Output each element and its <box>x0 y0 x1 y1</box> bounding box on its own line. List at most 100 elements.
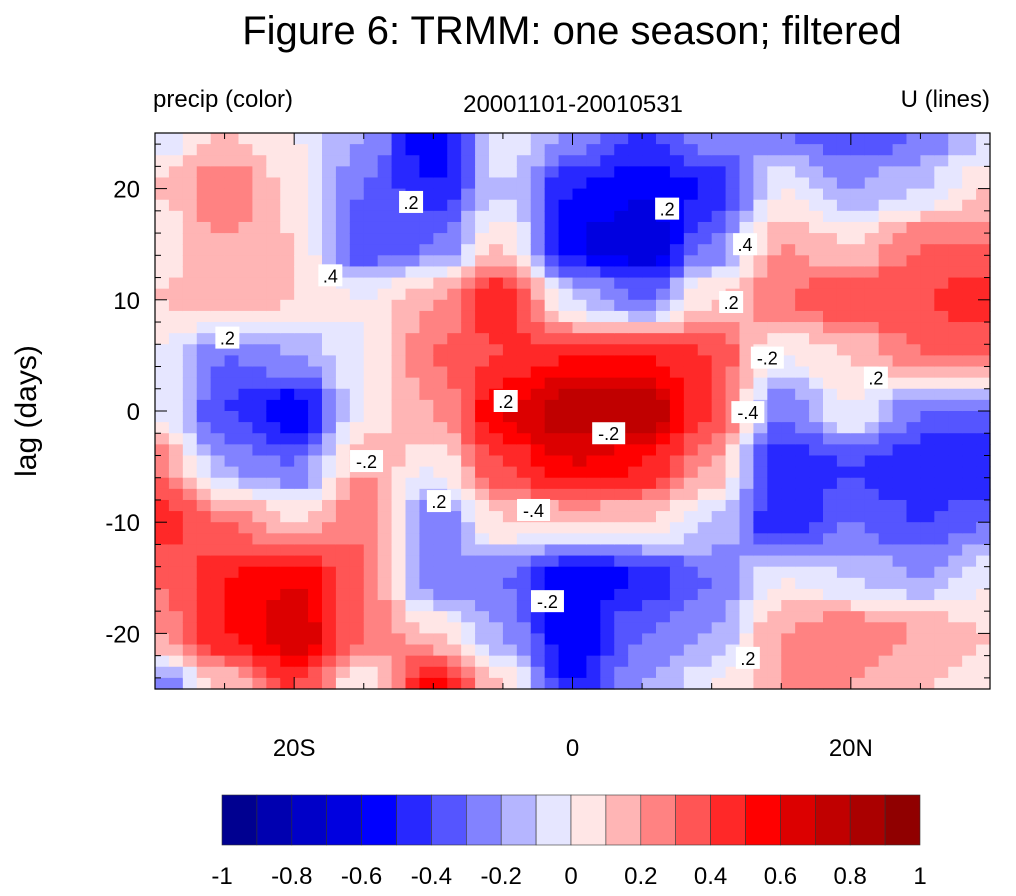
heatmap-cell <box>502 600 518 612</box>
heatmap-cell <box>934 477 949 490</box>
heatmap-cell <box>892 511 908 523</box>
heatmap-cell <box>489 655 504 668</box>
heatmap-cell <box>836 377 852 390</box>
heatmap-cell <box>850 355 866 368</box>
heatmap-cell <box>266 433 281 445</box>
heatmap-cell <box>586 544 601 557</box>
heatmap-cell <box>489 144 504 156</box>
heatmap-cell <box>349 399 365 412</box>
heatmap-cell <box>656 633 671 646</box>
heatmap-cell <box>920 622 935 634</box>
heatmap-cell <box>558 511 574 523</box>
heatmap-cell <box>906 233 922 245</box>
heatmap-cell <box>391 444 407 457</box>
heatmap-cell <box>224 577 240 590</box>
heatmap-cell <box>948 333 963 345</box>
heatmap-cell <box>767 577 782 590</box>
heatmap-cell <box>322 477 337 490</box>
heatmap-cell <box>836 611 852 623</box>
heatmap-cell <box>795 566 810 579</box>
heatmap-cell <box>544 633 560 646</box>
heatmap-cell <box>614 455 629 468</box>
heatmap-cell <box>196 199 212 212</box>
heatmap-cell <box>892 333 908 345</box>
heatmap-cell <box>294 166 309 179</box>
heatmap-cell <box>475 277 490 290</box>
heatmap-cell <box>656 655 671 668</box>
heatmap-cell <box>906 533 922 546</box>
heatmap-cell <box>572 633 588 646</box>
heatmap-cell <box>600 455 615 468</box>
heatmap-cell <box>433 455 448 468</box>
heatmap-cell <box>280 221 295 234</box>
heatmap-cell <box>642 677 657 690</box>
heatmap-cell <box>962 488 977 501</box>
heatmap-cell <box>252 488 267 501</box>
heatmap-cell <box>614 644 629 657</box>
heatmap-cell <box>669 233 685 245</box>
heatmap-cell <box>475 499 490 512</box>
heatmap-cell <box>934 666 949 679</box>
heatmap-cell <box>781 155 796 167</box>
heatmap-cell <box>781 166 796 179</box>
heatmap-cell <box>795 511 810 523</box>
heatmap-cell <box>600 555 615 568</box>
heatmap-cell <box>544 266 560 279</box>
heatmap-cell <box>266 422 281 434</box>
heatmap-cell <box>280 366 295 379</box>
heatmap-cell <box>795 499 810 512</box>
heatmap-cell <box>349 210 365 223</box>
heatmap-cell <box>447 422 462 434</box>
heatmap-cell <box>920 377 935 390</box>
heatmap-cell <box>363 411 379 423</box>
heatmap-cell <box>363 388 379 401</box>
heatmap-cell <box>349 633 365 646</box>
heatmap-cell <box>934 310 949 323</box>
heatmap-cell <box>683 244 699 256</box>
heatmap-cell <box>238 633 254 646</box>
heatmap-cell <box>252 555 267 568</box>
chart-title: Figure 6: TRMM: one season; filtered <box>242 9 902 53</box>
heatmap-cell <box>377 210 393 223</box>
heatmap-cell <box>753 655 768 668</box>
heatmap-cell <box>558 600 574 612</box>
heatmap-cell <box>168 310 184 323</box>
heatmap-cell <box>544 499 560 512</box>
heatmap-cell <box>182 244 198 256</box>
heatmap-cell <box>196 644 212 657</box>
heatmap-cell <box>669 255 685 268</box>
heatmap-cell <box>976 477 991 490</box>
heatmap-cell <box>669 622 685 634</box>
heatmap-cell <box>294 633 309 646</box>
heatmap-cell <box>168 177 184 190</box>
heatmap-cell <box>363 633 379 646</box>
heatmap-cell <box>962 244 977 256</box>
heatmap-cell <box>210 288 226 301</box>
heatmap-cell <box>962 366 977 379</box>
heatmap-cell <box>836 166 852 179</box>
heatmap-cell <box>516 466 532 479</box>
heatmap-cell <box>461 210 476 223</box>
contour-label-box <box>733 233 758 256</box>
heatmap-cell <box>433 633 448 646</box>
heatmap-cell <box>628 366 643 379</box>
heatmap-cell <box>642 355 657 368</box>
heatmap-cell <box>642 388 657 401</box>
heatmap-cell <box>962 411 977 423</box>
heatmap-cell <box>391 433 407 445</box>
heatmap-cell <box>767 210 782 223</box>
heatmap-cell <box>711 310 727 323</box>
heatmap-cell <box>168 644 184 657</box>
heatmap-cell <box>447 322 462 334</box>
heatmap-cell <box>155 644 170 657</box>
heatmap-cell <box>516 600 532 612</box>
colorbar-box <box>780 794 816 846</box>
heatmap-cell <box>433 221 448 234</box>
contour-label: .2 <box>868 369 883 389</box>
heatmap-cell <box>391 355 407 368</box>
heatmap-cell <box>934 133 949 145</box>
heatmap-cell <box>697 155 713 167</box>
heatmap-cell <box>600 577 615 590</box>
heatmap-cell <box>405 288 421 301</box>
heatmap-cell <box>377 588 393 601</box>
